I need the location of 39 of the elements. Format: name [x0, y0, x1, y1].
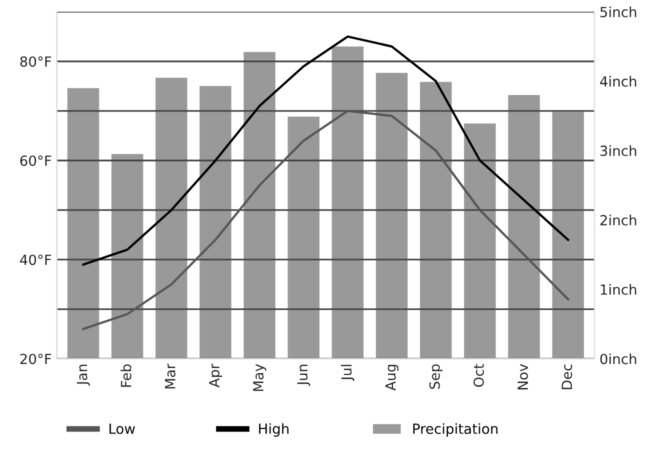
bar: [67, 88, 100, 359]
x-tick-label: Aug: [385, 364, 398, 391]
bar: [156, 78, 188, 359]
bar: [508, 95, 540, 359]
legend-label: Precipitation: [413, 423, 498, 437]
bar: [288, 116, 320, 359]
bar: [420, 82, 452, 359]
x-tick-label: Feb: [120, 364, 132, 387]
y2-tick-label: 2inch: [600, 214, 636, 226]
bar: [552, 112, 584, 359]
bar: [111, 154, 144, 359]
y2-tick-label: 1inch: [600, 284, 636, 295]
y2-tick-label: 5inch: [600, 6, 636, 18]
x-tick-label: Oct: [473, 364, 484, 387]
x-tick-label: Nov: [518, 364, 528, 390]
x-tick-label: Dec: [562, 364, 572, 390]
x-tick-label: Jun: [297, 364, 310, 386]
legend-label: High: [259, 423, 288, 437]
x-tick-label: Apr: [209, 364, 222, 388]
y-tick-label: 80°F: [20, 56, 52, 67]
bar: [244, 52, 276, 359]
x-tick-label: Sep: [429, 364, 443, 389]
y-tick-label: 60°F: [20, 155, 52, 166]
y2-tick-label: 3inch: [600, 145, 636, 156]
bar: [376, 72, 408, 359]
y2-tick-label: 4inch: [600, 76, 636, 87]
x-tick-label: Jul: [340, 364, 354, 382]
x-tick-label: Jan: [76, 364, 90, 386]
x-tick-label: May: [253, 364, 266, 391]
y-tick-label: 20°F: [20, 354, 52, 364]
bar: [332, 46, 364, 359]
line-series: [82, 35, 570, 266]
line-series: [82, 110, 570, 330]
x-tick-label: Mar: [165, 364, 176, 388]
bar: [464, 124, 496, 359]
legend-label: Low: [110, 424, 135, 434]
y2-tick-label: 0inch: [600, 353, 636, 364]
y-tick-label: 40°F: [20, 254, 52, 266]
bar: [200, 86, 232, 359]
